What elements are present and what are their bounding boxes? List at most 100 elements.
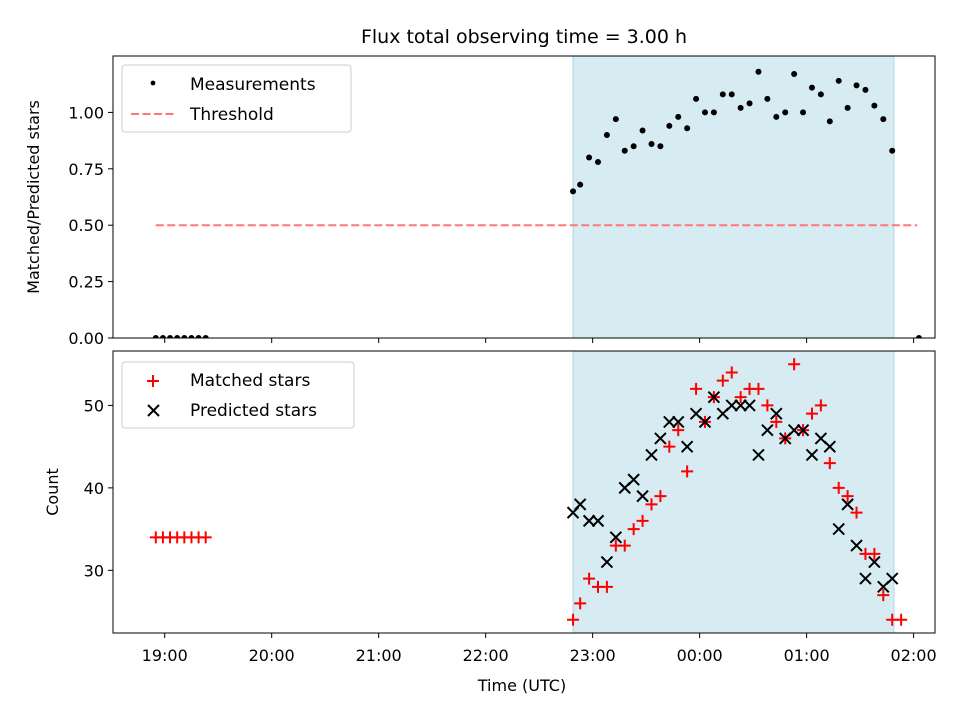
measurement-point [202, 335, 209, 338]
predicted-star-point [823, 440, 837, 453]
legend-predicted-marker [147, 404, 160, 417]
matched-star-point [761, 399, 774, 412]
legend-matched-label: Matched stars [190, 371, 310, 391]
measurement-point [666, 122, 673, 129]
x-tick-label: 00:00 [677, 646, 723, 665]
observing-span-bottom [572, 351, 895, 633]
measurement-point [621, 147, 628, 154]
y-ratio-tick-label: 1.00 [68, 103, 104, 122]
matched-star-point [895, 613, 908, 626]
observing-span-rect [572, 351, 895, 633]
measurement-point [773, 113, 780, 120]
measurement-point [710, 109, 717, 116]
matched-star-point [618, 539, 631, 552]
matched-star-point [681, 465, 694, 478]
predicted-star-point [743, 399, 756, 412]
predicted-star-point [796, 423, 810, 437]
predicted-star-point [734, 399, 747, 412]
measurement-point [603, 131, 610, 138]
matched-star-point [850, 506, 863, 519]
y-ratio-tick-label: 0.25 [68, 273, 104, 292]
predicted-star-point [672, 415, 685, 429]
panel-count-frame [112, 350, 936, 634]
measurement-point [764, 95, 771, 102]
matched-stars-points [149, 358, 908, 626]
measurement-point [782, 109, 789, 116]
measurement-point [675, 113, 682, 120]
measurement-point [570, 188, 577, 195]
chart-title: Flux total observing time = 3.00 h [361, 26, 687, 48]
predicted-star-point [841, 498, 854, 511]
matched-star-point [814, 399, 827, 412]
x-axis-time: 19:00 20:00 21:00 22:00 23:00 00:00 01:00 02:00 [142, 633, 937, 665]
matched-star-point [716, 374, 729, 387]
predicted-star-point [654, 432, 667, 445]
x-ticks-top [164, 338, 915, 343]
predicted-stars-points [566, 390, 899, 594]
predicted-star-point [573, 498, 587, 511]
y-count-tick-label: 30 [84, 561, 104, 580]
predicted-star-point [832, 522, 845, 536]
legend-top-box [121, 64, 352, 133]
y-axis-ratio: 0.00 0.25 0.50 0.75 1.00 [68, 103, 113, 348]
measurement-point [195, 335, 202, 338]
matched-star-point [805, 407, 818, 420]
matched-star-point [627, 523, 640, 536]
measurement-point [693, 95, 700, 102]
measurement-point [844, 104, 851, 111]
observing-span-top [572, 56, 895, 338]
matched-star-point [823, 457, 836, 470]
predicted-star-point [868, 555, 881, 569]
measurement-point [871, 102, 878, 109]
measurement-point [701, 109, 708, 116]
predicted-star-point [663, 415, 676, 429]
y-ratio-tick-label: 0.50 [68, 216, 104, 235]
panel-count: 30 40 50 19:00 20:00 21:00 22:00 23:00 00:00 01:… [43, 350, 937, 695]
measurement-point [915, 335, 922, 338]
matched-star-point [734, 391, 747, 404]
panel-ratio: 0.00 0.25 0.50 0.75 1.00 Matched/Predicted s… [24, 55, 936, 348]
measurement-point [755, 68, 762, 75]
predicted-star-point [582, 514, 596, 528]
predicted-star-point [680, 440, 694, 453]
matched-star-point [841, 490, 854, 503]
predicted-star-point [787, 423, 801, 437]
x-tick-label: 02:00 [891, 646, 937, 665]
panel-ratio-frame [112, 55, 936, 339]
measurement-point [181, 335, 188, 338]
matched-star-point [600, 580, 613, 593]
predicted-star-point [761, 423, 774, 437]
predicted-star-point [752, 448, 765, 462]
measurement-point [835, 77, 842, 84]
legend-bottom-box [121, 361, 355, 429]
measurement-points [152, 68, 922, 338]
legend-bottom: Matched stars Predicted stars [121, 361, 355, 429]
measurement-point [826, 118, 833, 125]
matched-star-point [583, 572, 596, 585]
y-ratio-tick-label: 0.75 [68, 160, 104, 179]
measurement-point [152, 335, 159, 338]
measurement-point [594, 159, 601, 166]
measurement-point [657, 143, 664, 150]
predicted-star-point [609, 531, 623, 544]
measurement-point [800, 109, 807, 116]
x-axis-label: Time (UTC) [477, 676, 566, 695]
measurement-point [737, 104, 744, 111]
measurement-point [586, 154, 593, 161]
predicted-star-point [627, 473, 640, 486]
y-count-tick-label: 40 [84, 479, 104, 498]
y-ratio-tick-label: 0.00 [68, 329, 104, 348]
measurement-point [159, 335, 166, 338]
legend-measurements-marker [150, 80, 156, 86]
legend-top: Measurements Threshold [121, 64, 352, 133]
legend-matched-marker [147, 375, 159, 387]
x-tick-label: 22:00 [463, 646, 509, 665]
matched-star-point [832, 481, 845, 494]
matched-star-point [877, 589, 890, 602]
x-tick-label: 21:00 [356, 646, 402, 665]
measurement-point [862, 86, 869, 93]
measurement-point [188, 335, 195, 338]
y-axis-label-ratio: Matched/Predicted stars [24, 100, 43, 294]
measurement-point [817, 91, 824, 98]
